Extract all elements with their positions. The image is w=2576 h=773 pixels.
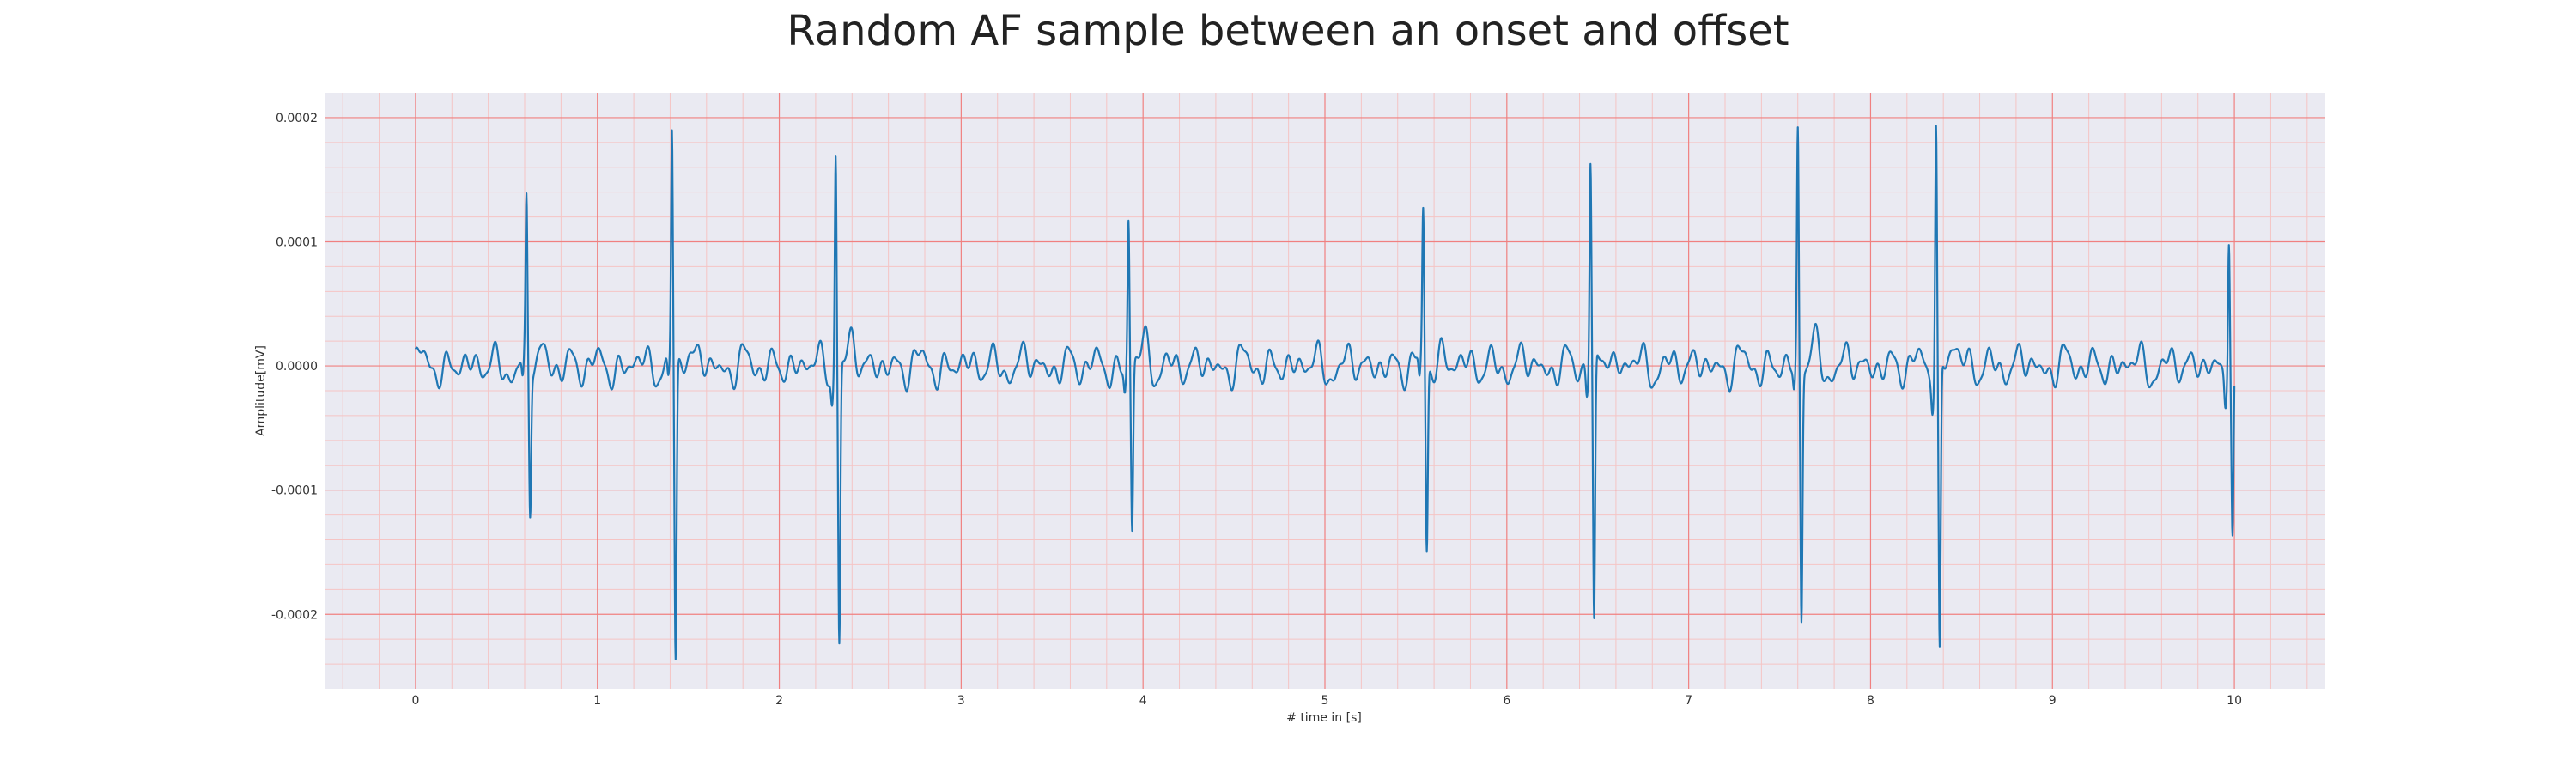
x-tick-label: 3 [957,694,965,708]
x-tick-label: 6 [1503,694,1510,708]
x-tick-label: 1 [593,694,601,708]
x-tick-label: 2 [775,694,783,708]
y-tick-label: 0.0002 [276,112,318,125]
y-tick-label: 0.0001 [276,236,318,250]
x-tick-label: 5 [1321,694,1329,708]
chart-title: Random AF sample between an onset and of… [787,7,1789,55]
y-axis: 0.0002 0.0001 0.0000 -0.0001 -0.0002 [271,112,318,622]
x-tick-label: 10 [2227,694,2242,708]
x-tick-label: 7 [1685,694,1692,708]
y-tick-label: -0.0001 [271,484,318,498]
x-tick-label: 8 [1867,694,1874,708]
y-tick-label: -0.0002 [271,608,318,622]
y-tick-label: 0.0000 [276,360,318,374]
signal-layer [414,125,2236,660]
x-axis-label: # time in [s] [1286,711,1362,725]
y-axis-label: Amplitude[mV] [254,345,268,436]
x-axis: 0 1 2 3 4 5 6 7 8 9 10 [411,694,2242,708]
x-tick-label: 0 [411,694,419,708]
x-tick-label: 9 [2049,694,2057,708]
major-grid [325,93,2325,689]
signal-line [414,125,2236,660]
x-tick-label: 4 [1139,694,1147,708]
